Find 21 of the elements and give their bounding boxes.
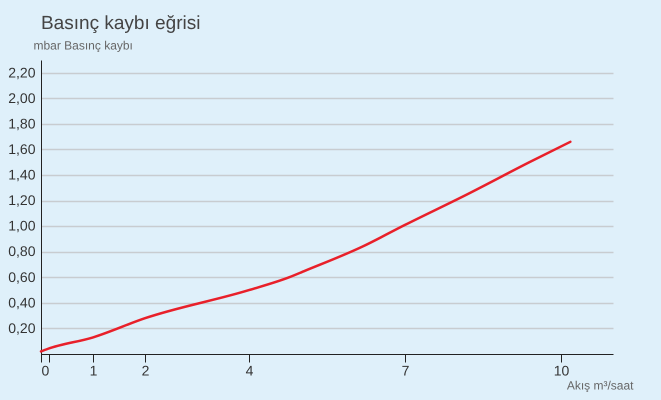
y-tick-label: 2,00	[8, 90, 36, 106]
chart-title: Basınç kaybı eğrisi	[41, 13, 200, 34]
y-tick-label: 1,40	[8, 166, 36, 183]
y-tick-label: 1,20	[8, 192, 36, 208]
x-tick-label: 2	[142, 362, 150, 378]
y-tick-label: 0,60	[8, 268, 36, 285]
x-tick-label: 1	[90, 362, 98, 378]
y-tick-label: 0,80	[8, 243, 36, 260]
y-tick-label: 1,80	[8, 115, 36, 132]
y-tick-label: 2,20	[8, 64, 36, 80]
y-tick-label: 1,00	[8, 218, 36, 234]
y-tick-label: 0,20	[8, 320, 36, 336]
x-axis-title: Akış m³/saat	[566, 378, 634, 392]
line-series	[40, 140, 572, 353]
x-tick-label: 7	[402, 362, 410, 378]
y-tick-label: 0,40	[8, 294, 36, 310]
y-axis-title: mbar Basınç kaybı	[34, 38, 133, 52]
x-tick-label: 10	[554, 362, 570, 378]
y-tick-label: 1,60	[8, 140, 36, 157]
x-tick-label: 0	[42, 362, 50, 378]
x-tick-label: 4	[246, 362, 254, 378]
